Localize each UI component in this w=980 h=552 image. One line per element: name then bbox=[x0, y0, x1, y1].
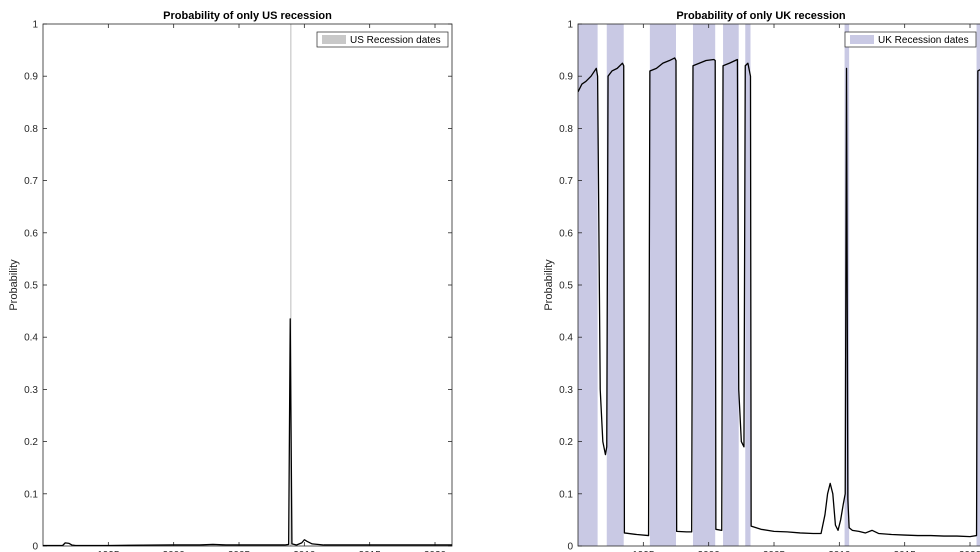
uk-recession-band-1 bbox=[606, 24, 624, 546]
uk-ytick-label-5: 0.5 bbox=[559, 281, 573, 292]
us-ytick-label-10: 1 bbox=[32, 20, 38, 31]
us-probability-line bbox=[43, 318, 452, 546]
uk-recession-band-0 bbox=[578, 24, 598, 546]
us-xtick-label-5: 2020 bbox=[424, 550, 447, 552]
uk-ytick-label-6: 0.6 bbox=[559, 228, 573, 239]
uk-recession-band-4 bbox=[723, 24, 739, 546]
uk-legend-swatch bbox=[850, 35, 874, 44]
uk-xtick-label-4: 2015 bbox=[894, 550, 917, 552]
uk-xtick-label-0: 1995 bbox=[632, 550, 655, 552]
us-ytick-label-1: 0.1 bbox=[24, 489, 38, 500]
us-ytick-label-2: 0.2 bbox=[24, 437, 38, 448]
uk-ytick-label-2: 0.2 bbox=[559, 437, 573, 448]
us-ytick-label-6: 0.6 bbox=[24, 228, 38, 239]
us-xtick-label-4: 2015 bbox=[359, 550, 382, 552]
us-ytick-label-7: 0.7 bbox=[24, 176, 38, 187]
uk-xtick-label-1: 2000 bbox=[698, 550, 721, 552]
us-ytick-label-9: 0.9 bbox=[24, 72, 38, 83]
uk-chart-title: Probability of only UK recession bbox=[676, 10, 846, 22]
us-xtick-label-3: 2010 bbox=[293, 550, 316, 552]
uk-recession-band-2 bbox=[649, 24, 677, 546]
us-chart-title: Probability of only US recession bbox=[163, 10, 332, 22]
uk-legend: UK Recession dates bbox=[844, 31, 977, 48]
uk-ytick-label-3: 0.3 bbox=[559, 385, 573, 396]
us-legend-box bbox=[316, 31, 449, 48]
uk-recession-band-5 bbox=[745, 24, 751, 546]
uk-probability-line bbox=[578, 57, 980, 538]
us-panel: 1995 2000 2005 2010 2015 2020 0 0.1 0.2 0.3 0.4 0.5… bbox=[8, 10, 453, 552]
uk-panel: 1995 2000 2005 2010 2015 2020 0 0.1 0.2 0.3 0.4 0.5… bbox=[543, 10, 980, 552]
us-ytick-label-8: 0.8 bbox=[24, 124, 38, 135]
uk-xtick-label-3: 2010 bbox=[828, 550, 851, 552]
uk-legend-box bbox=[844, 31, 977, 48]
uk-ytick-label-8: 0.8 bbox=[559, 124, 573, 135]
us-legend: US Recession dates bbox=[316, 31, 449, 48]
uk-xtick-label-2: 2005 bbox=[763, 550, 786, 552]
us-ytick-label-5: 0.5 bbox=[24, 281, 38, 292]
uk-ytick-label-9: 0.9 bbox=[559, 72, 573, 83]
us-recession-bands bbox=[290, 24, 292, 546]
uk-ytick-label-4: 0.4 bbox=[559, 333, 573, 344]
uk-ytick-label-0: 0 bbox=[567, 542, 573, 552]
uk-recession-band-3 bbox=[692, 24, 716, 546]
us-y-axis-label: Probability bbox=[8, 259, 20, 311]
us-ytick-label-4: 0.4 bbox=[24, 333, 38, 344]
us-ytick-label-0: 0 bbox=[32, 542, 38, 552]
uk-recession-band-7 bbox=[976, 24, 980, 546]
us-ytick-label-3: 0.3 bbox=[24, 385, 38, 396]
us-xtick-label-2: 2005 bbox=[228, 550, 251, 552]
uk-ytick-label-1: 0.1 bbox=[559, 489, 573, 500]
uk-ytick-label-7: 0.7 bbox=[559, 176, 573, 187]
uk-legend-label: UK Recession dates bbox=[878, 35, 969, 46]
us-recession-band-0 bbox=[290, 24, 292, 546]
us-legend-label: US Recession dates bbox=[350, 35, 441, 46]
us-xtick-label-0: 1995 bbox=[97, 550, 120, 552]
uk-ytick-label-10: 1 bbox=[567, 20, 573, 31]
uk-y-axis-label: Probability bbox=[543, 259, 555, 311]
uk-xtick-label-5: 2020 bbox=[959, 550, 980, 552]
us-legend-swatch bbox=[322, 35, 346, 44]
us-xtick-label-1: 2000 bbox=[163, 550, 186, 552]
